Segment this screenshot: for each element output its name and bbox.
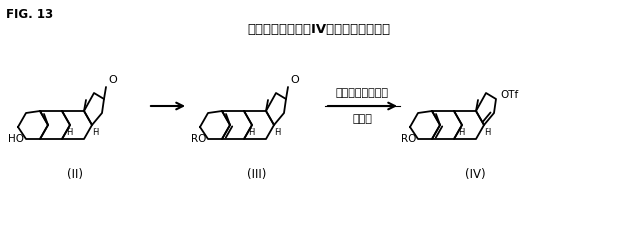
Text: Ḧ: Ḧ (66, 128, 72, 137)
Text: FIG. 13: FIG. 13 (6, 8, 53, 21)
Text: O: O (290, 75, 299, 85)
Text: RO: RO (191, 134, 206, 144)
Text: O: O (108, 75, 117, 85)
Text: Ḧ: Ḧ (248, 128, 254, 137)
Text: トリフレート化剤: トリフレート化剤 (336, 88, 389, 98)
Text: 強塩基: 強塩基 (352, 114, 372, 124)
Text: Ḧ: Ḧ (458, 128, 464, 137)
Text: (III): (III) (248, 168, 267, 181)
Text: (II): (II) (67, 168, 83, 181)
Text: Ḧ: Ḧ (484, 128, 490, 137)
Text: Ḧ: Ḧ (274, 128, 280, 137)
Text: Ḧ: Ḧ (92, 128, 98, 137)
Text: RO: RO (401, 134, 416, 144)
Text: (IV): (IV) (464, 168, 486, 181)
Text: HO: HO (8, 134, 24, 144)
Text: スキーム９：式（IV）の化合物の生成: スキーム９：式（IV）の化合物の生成 (248, 23, 390, 36)
Text: OTf: OTf (500, 90, 518, 100)
